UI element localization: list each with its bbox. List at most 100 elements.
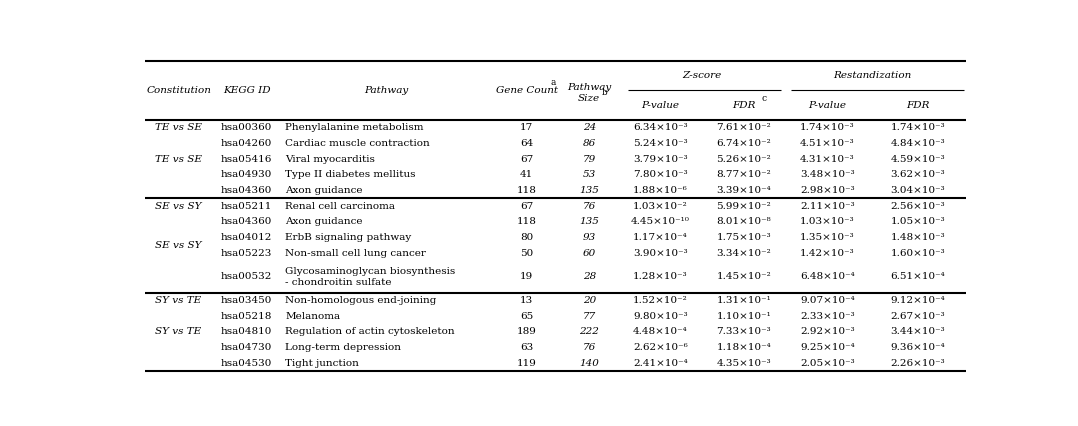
- Text: 222: 222: [579, 327, 599, 336]
- Text: 1.18×10⁻⁴: 1.18×10⁻⁴: [717, 343, 771, 352]
- Text: 41: 41: [520, 170, 534, 179]
- Text: 24: 24: [582, 124, 596, 132]
- Text: 1.45×10⁻²: 1.45×10⁻²: [717, 272, 771, 281]
- Text: Regulation of actin cytoskeleton: Regulation of actin cytoskeleton: [285, 327, 455, 336]
- Text: 3.34×10⁻²: 3.34×10⁻²: [717, 249, 771, 258]
- Text: hsa04360: hsa04360: [221, 186, 273, 195]
- Text: 3.04×10⁻³: 3.04×10⁻³: [890, 186, 945, 195]
- Text: 9.25×10⁻⁴: 9.25×10⁻⁴: [800, 343, 855, 352]
- Text: 7.80×10⁻³: 7.80×10⁻³: [633, 170, 688, 179]
- Text: ErbB signaling pathway: ErbB signaling pathway: [285, 233, 412, 242]
- Text: 3.90×10⁻³: 3.90×10⁻³: [633, 249, 688, 258]
- Text: hsa05218: hsa05218: [221, 311, 273, 320]
- Text: 13: 13: [520, 296, 534, 305]
- Text: TE vs SE: TE vs SE: [155, 124, 202, 132]
- Text: 118: 118: [516, 217, 537, 227]
- Text: 4.31×10⁻³: 4.31×10⁻³: [800, 155, 855, 164]
- Text: 60: 60: [582, 249, 596, 258]
- Text: 6.51×10⁻⁴: 6.51×10⁻⁴: [890, 272, 945, 281]
- Text: Renal cell carcinoma: Renal cell carcinoma: [285, 202, 396, 211]
- Text: 1.31×10⁻¹: 1.31×10⁻¹: [717, 296, 771, 305]
- Text: hsa05416: hsa05416: [221, 155, 273, 164]
- Text: a: a: [551, 78, 556, 87]
- Text: 4.35×10⁻³: 4.35×10⁻³: [717, 359, 771, 368]
- Text: 3.48×10⁻³: 3.48×10⁻³: [800, 170, 855, 179]
- Text: 64: 64: [520, 139, 534, 148]
- Text: Type II diabetes mellitus: Type II diabetes mellitus: [285, 170, 416, 179]
- Text: 1.10×10⁻¹: 1.10×10⁻¹: [717, 311, 771, 320]
- Text: 8.77×10⁻²: 8.77×10⁻²: [717, 170, 771, 179]
- Text: KEGG ID: KEGG ID: [223, 86, 271, 95]
- Text: 140: 140: [579, 359, 599, 368]
- Text: 1.35×10⁻³: 1.35×10⁻³: [800, 233, 855, 242]
- Text: 3.39×10⁻⁴: 3.39×10⁻⁴: [717, 186, 771, 195]
- Text: 1.28×10⁻³: 1.28×10⁻³: [633, 272, 688, 281]
- Text: 1.60×10⁻³: 1.60×10⁻³: [890, 249, 945, 258]
- Text: 6.74×10⁻²: 6.74×10⁻²: [717, 139, 771, 148]
- Text: 7.61×10⁻²: 7.61×10⁻²: [717, 124, 771, 132]
- Text: 76: 76: [582, 202, 596, 211]
- Text: 6.34×10⁻³: 6.34×10⁻³: [633, 124, 688, 132]
- Text: 119: 119: [516, 359, 537, 368]
- Text: c: c: [761, 94, 766, 103]
- Text: 189: 189: [516, 327, 537, 336]
- Text: 50: 50: [520, 249, 534, 258]
- Text: hsa00532: hsa00532: [221, 272, 273, 281]
- Text: Glycosaminoglycan biosynthesis
- chondroitin sulfate: Glycosaminoglycan biosynthesis - chondro…: [285, 267, 455, 287]
- Text: 2.56×10⁻³: 2.56×10⁻³: [890, 202, 945, 211]
- Text: Pathway: Pathway: [567, 83, 611, 92]
- Text: 67: 67: [520, 155, 534, 164]
- Text: 4.59×10⁻³: 4.59×10⁻³: [890, 155, 945, 164]
- Text: 67: 67: [520, 202, 534, 211]
- Text: hsa04930: hsa04930: [221, 170, 273, 179]
- Text: Axon guidance: Axon guidance: [285, 217, 362, 227]
- Text: 80: 80: [520, 233, 534, 242]
- Text: 65: 65: [520, 311, 534, 320]
- Text: 118: 118: [516, 186, 537, 195]
- Text: 1.74×10⁻³: 1.74×10⁻³: [890, 124, 945, 132]
- Text: SY vs TE: SY vs TE: [155, 327, 202, 336]
- Text: 1.03×10⁻³: 1.03×10⁻³: [800, 217, 855, 227]
- Text: TE vs SE: TE vs SE: [155, 155, 202, 164]
- Text: hsa04530: hsa04530: [221, 359, 273, 368]
- Text: Restandization: Restandization: [833, 71, 912, 80]
- Text: 9.12×10⁻⁴: 9.12×10⁻⁴: [890, 296, 945, 305]
- Text: 1.42×10⁻³: 1.42×10⁻³: [800, 249, 855, 258]
- Text: Tight junction: Tight junction: [285, 359, 359, 368]
- Text: SY vs TE: SY vs TE: [155, 296, 202, 305]
- Text: 3.44×10⁻³: 3.44×10⁻³: [890, 327, 945, 336]
- Text: 5.99×10⁻²: 5.99×10⁻²: [717, 202, 771, 211]
- Text: 2.05×10⁻³: 2.05×10⁻³: [800, 359, 855, 368]
- Text: hsa04360: hsa04360: [221, 217, 273, 227]
- Text: Viral myocarditis: Viral myocarditis: [285, 155, 375, 164]
- Text: hsa05211: hsa05211: [221, 202, 273, 211]
- Text: Cardiac muscle contraction: Cardiac muscle contraction: [285, 139, 430, 148]
- Text: 86: 86: [582, 139, 596, 148]
- Text: Gene Count: Gene Count: [496, 86, 557, 95]
- Text: b: b: [602, 88, 607, 97]
- Text: 76: 76: [582, 343, 596, 352]
- Text: Non-homologous end-joining: Non-homologous end-joining: [285, 296, 437, 305]
- Text: 6.48×10⁻⁴: 6.48×10⁻⁴: [800, 272, 855, 281]
- Text: hsa04810: hsa04810: [221, 327, 273, 336]
- Text: FDR: FDR: [907, 101, 929, 110]
- Text: Phenylalanine metabolism: Phenylalanine metabolism: [285, 124, 424, 132]
- Text: 2.33×10⁻³: 2.33×10⁻³: [800, 311, 855, 320]
- Text: 1.74×10⁻³: 1.74×10⁻³: [800, 124, 855, 132]
- Text: 2.41×10⁻⁴: 2.41×10⁻⁴: [633, 359, 688, 368]
- Text: Z-score: Z-score: [682, 71, 721, 80]
- Text: 2.92×10⁻³: 2.92×10⁻³: [800, 327, 855, 336]
- Text: P-value: P-value: [641, 101, 679, 110]
- Text: 4.84×10⁻³: 4.84×10⁻³: [890, 139, 945, 148]
- Text: SE vs SY: SE vs SY: [155, 241, 202, 250]
- Text: hsa05223: hsa05223: [221, 249, 273, 258]
- Text: 20: 20: [582, 296, 596, 305]
- Text: 17: 17: [520, 124, 534, 132]
- Text: 1.88×10⁻⁶: 1.88×10⁻⁶: [633, 186, 688, 195]
- Text: 4.51×10⁻³: 4.51×10⁻³: [800, 139, 855, 148]
- Text: 2.98×10⁻³: 2.98×10⁻³: [800, 186, 855, 195]
- Text: 2.11×10⁻³: 2.11×10⁻³: [800, 202, 855, 211]
- Text: 9.07×10⁻⁴: 9.07×10⁻⁴: [800, 296, 855, 305]
- Text: hsa04730: hsa04730: [221, 343, 273, 352]
- Text: Long-term depression: Long-term depression: [285, 343, 401, 352]
